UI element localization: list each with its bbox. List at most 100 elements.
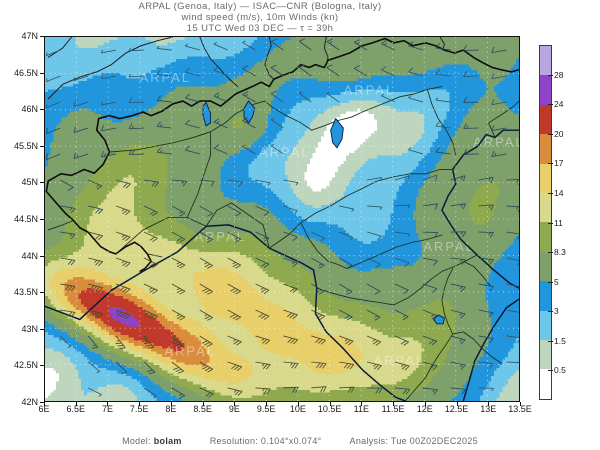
wind-barb-icon <box>156 121 172 129</box>
wind-barb-icon <box>298 64 312 77</box>
wind-barb-icon <box>463 71 479 77</box>
lat-tick-mark <box>40 292 44 294</box>
wind-barb-icon <box>199 335 213 347</box>
colorbar-tick-label: 3 <box>554 306 559 317</box>
colorbar-band <box>540 104 551 135</box>
wind-barb-icon <box>491 46 507 54</box>
wind-barb-icon <box>60 309 76 318</box>
wind-barb-icon <box>435 121 451 129</box>
lon-tick-mark <box>75 402 77 406</box>
wind-barb-icon <box>171 387 185 399</box>
colorbar-tick-mark <box>548 104 553 106</box>
title-line-validtime: 15 UTC Wed 03 DEC — τ = 39h <box>186 23 334 34</box>
colorbar-tick-mark <box>548 311 553 313</box>
wind-barb-icon <box>213 66 228 77</box>
wind-barb-icon <box>422 257 438 266</box>
wind-barb-icon <box>366 257 381 268</box>
wind-barb-icon <box>46 101 61 109</box>
wind-barb-icon <box>255 387 271 395</box>
svg-text:ARPAL: ARPAL <box>344 83 395 98</box>
colorbar-tick-label: 17 <box>554 158 564 169</box>
wind-barb-icon <box>60 283 76 292</box>
lon-tick-label: 7.5E <box>129 404 149 414</box>
wind-barb-icon <box>283 283 298 294</box>
wind-barb-icon <box>227 231 241 243</box>
colorbar-tick-mark <box>548 163 553 165</box>
colorbar-tick-mark <box>548 74 553 76</box>
lon-tick-label: 10E <box>289 404 306 414</box>
wind-barb-icon <box>115 257 131 268</box>
wind-barb-icon <box>171 361 184 374</box>
wind-barb-icon <box>338 231 354 240</box>
wind-barb-icon <box>115 231 131 242</box>
wind-barb-icon <box>185 145 200 155</box>
colorbar-tick-mark <box>548 252 553 254</box>
lat-tick-mark <box>40 36 44 37</box>
wind-barb-icon <box>143 283 158 295</box>
lon-tick-mark <box>361 402 363 406</box>
wind-barb-icon <box>185 67 200 77</box>
latitude-axis: 47N 46.5N 46N 45.5N 45N 44.5N 44N 43.5N 43N 42.5N… <box>0 0 42 450</box>
title-line-variable: wind speed (m/s), 10m Winds (kn) <box>181 12 339 23</box>
wind-barb-icon <box>408 147 423 155</box>
wind-barb-icon <box>491 124 507 132</box>
lon-tick-mark <box>393 402 395 406</box>
wind-barb-icon <box>60 335 72 348</box>
wind-barb-icon <box>394 335 409 346</box>
wind-barb-icon <box>255 205 270 216</box>
wind-barb-icon <box>87 361 101 373</box>
wind-barb-icon <box>46 38 519 399</box>
wind-barb-icon <box>88 283 104 293</box>
wind-barb-icon <box>60 257 76 266</box>
colorbar-band <box>540 340 551 370</box>
chart-title-block: ARPAL (Genoa, Italy) — ISAC—CNR (Bologna… <box>0 1 520 34</box>
wind-barb-icon <box>506 361 519 363</box>
wind-barb-icon <box>435 97 451 103</box>
wind-barb-icon <box>88 179 103 190</box>
lon-tick-label: 9E <box>228 404 240 414</box>
colorbar-tick-mark <box>548 340 553 342</box>
wind-barb-icon <box>60 231 76 240</box>
wind-barb-icon <box>366 177 383 181</box>
wind-barb-icon <box>128 97 145 104</box>
lon-tick-mark <box>329 402 331 406</box>
wind-barb-icon <box>367 387 383 394</box>
wind-barb-icon <box>353 65 368 77</box>
wind-barb-icon <box>338 283 353 295</box>
lat-tick-mark <box>40 72 44 74</box>
wind-barb-icon <box>422 283 438 293</box>
lon-tick-mark <box>424 402 426 406</box>
wind-barb-icon <box>156 45 172 51</box>
wind-barb-icon <box>408 67 423 77</box>
wind-barb-icon <box>491 98 507 106</box>
wind-barb-icon <box>326 64 340 77</box>
wind-barb-icon <box>450 257 466 265</box>
map-plot-area[interactable]: ARPAL ARPAL ARPAL ARPAL ARPAL ARPAL ARPAL ARPAL <box>44 36 520 402</box>
wind-barb-icon <box>156 95 172 103</box>
wind-barb-icon <box>394 231 410 237</box>
wind-barb-icon <box>143 257 158 268</box>
colorbar-band <box>540 134 551 164</box>
wind-barb-icon <box>213 118 228 129</box>
wind-barb-icon <box>171 283 186 295</box>
colorbar-tick-mark <box>548 222 553 224</box>
footer-metadata: Model: bolam Resolution: 0.104°x0.074° Ana… <box>0 436 600 446</box>
wind-barb-icon <box>156 69 172 77</box>
wind-barb-icon <box>213 92 228 103</box>
wind-barb-icon <box>199 309 213 321</box>
resolution-value: 0.104°x0.074° <box>260 436 322 446</box>
colorbar-tick-label: 24 <box>554 99 564 110</box>
svg-text:ARPAL: ARPAL <box>259 144 310 159</box>
wind-barb-icon <box>242 117 256 129</box>
lat-tick-label: 42.5N <box>13 360 38 371</box>
wind-barb-icon <box>213 144 228 155</box>
wind-barb-icon <box>283 386 299 393</box>
lon-tick-label: 12.5E <box>444 404 469 414</box>
wind-barb-icon <box>171 205 186 217</box>
wind-barb-icon <box>199 179 215 187</box>
lon-tick-mark <box>44 402 45 406</box>
wind-barb-icon <box>60 205 76 214</box>
wind-barb-icon <box>478 335 494 344</box>
wind-barb-icon <box>366 361 382 371</box>
